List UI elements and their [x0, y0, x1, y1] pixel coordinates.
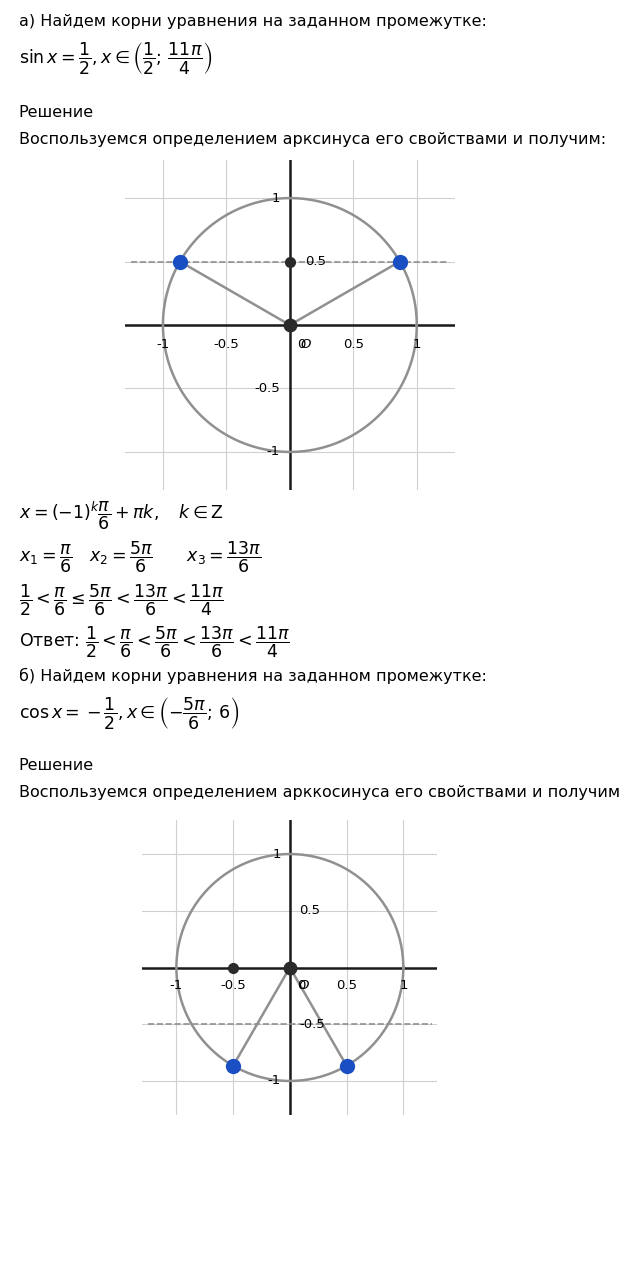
Text: -1: -1 [170, 979, 183, 991]
Text: 1: 1 [271, 191, 280, 204]
Text: 0: 0 [297, 979, 305, 991]
Text: $x_1 = \dfrac{\pi}{6} \quad x_2 = \dfrac{5\pi}{6} \quad\quad x_3 = \dfrac{13\pi}: $x_1 = \dfrac{\pi}{6} \quad x_2 = \dfrac… [19, 540, 261, 575]
Text: 0.5: 0.5 [336, 979, 357, 991]
Text: Решение: Решение [19, 758, 94, 773]
Text: 1: 1 [412, 338, 421, 351]
Text: 0.5: 0.5 [305, 255, 326, 268]
Text: $\sin x = \dfrac{1}{2}, x \in \left(\dfrac{1}{2};\,\dfrac{11\pi}{4}\right)$: $\sin x = \dfrac{1}{2}, x \in \left(\dfr… [19, 40, 213, 77]
Text: б) Найдем корни уравнения на заданном промежутке:: б) Найдем корни уравнения на заданном пр… [19, 669, 486, 684]
Text: $x = (-1)^k\dfrac{\pi}{6} + \pi k, \quad k \in \mathrm{Z}$: $x = (-1)^k\dfrac{\pi}{6} + \pi k, \quad… [19, 500, 224, 532]
Text: -0.5: -0.5 [220, 979, 246, 991]
Text: -0.5: -0.5 [299, 1018, 325, 1031]
Text: 0.5: 0.5 [299, 905, 320, 917]
Text: O: O [300, 338, 310, 351]
Text: 0.5: 0.5 [343, 338, 364, 351]
Text: Воспользуемся определением арккосинуса его свойствами и получим:: Воспользуемся определением арккосинуса е… [19, 785, 622, 800]
Text: -1: -1 [267, 1074, 281, 1087]
Text: -1: -1 [156, 338, 170, 351]
Text: -1: -1 [266, 445, 280, 458]
Text: $\cos x = -\dfrac{1}{2}, x \in \left(-\dfrac{5\pi}{6};\, 6\right)$: $\cos x = -\dfrac{1}{2}, x \in \left(-\d… [19, 695, 239, 731]
Text: -0.5: -0.5 [213, 338, 239, 351]
Text: -0.5: -0.5 [254, 382, 280, 396]
Text: Воспользуемся определением арксинуса его свойствами и получим:: Воспользуемся определением арксинуса его… [19, 131, 606, 147]
Text: 1: 1 [272, 847, 281, 860]
Text: $\dfrac{1}{2} < \dfrac{\pi}{6} \leq \dfrac{5\pi}{6} < \dfrac{13\pi}{6} < \dfrac{: $\dfrac{1}{2} < \dfrac{\pi}{6} \leq \dfr… [19, 583, 224, 619]
Text: O: O [299, 979, 309, 991]
Text: Решение: Решение [19, 105, 94, 120]
Text: 0: 0 [297, 338, 306, 351]
Text: а) Найдем корни уравнения на заданном промежутке:: а) Найдем корни уравнения на заданном пр… [19, 14, 486, 29]
Text: Ответ: $\dfrac{1}{2} < \dfrac{\pi}{6} < \dfrac{5\pi}{6} < \dfrac{13\pi}{6} < \df: Ответ: $\dfrac{1}{2} < \dfrac{\pi}{6} < … [19, 625, 290, 661]
Text: 1: 1 [399, 979, 407, 991]
